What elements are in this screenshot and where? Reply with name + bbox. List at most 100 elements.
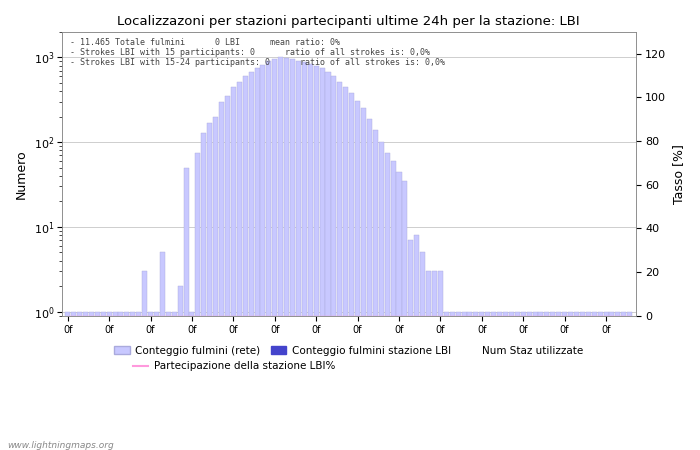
Bar (384, 153, 390, 450)
Y-axis label: Tasso [%]: Tasso [%] (672, 144, 685, 204)
Bar (533, 312, 538, 450)
Bar (83, 312, 88, 450)
Bar (213, 117, 218, 450)
Bar (480, 312, 484, 450)
Bar (444, 312, 449, 450)
Bar (89, 312, 94, 450)
Bar (71, 312, 76, 450)
Bar (598, 312, 603, 450)
Text: - 11.465 Totale fulmini      0 LBI      mean ratio: 0%
- Strokes LBI with 15 par: - 11.465 Totale fulmini 0 LBI mean ratio… (71, 38, 445, 68)
Bar (154, 312, 159, 450)
Bar (396, 171, 402, 450)
Bar (125, 312, 130, 450)
Bar (320, 68, 325, 450)
Bar (545, 312, 550, 450)
Bar (580, 312, 585, 450)
Bar (367, 118, 372, 450)
Bar (514, 312, 520, 450)
Bar (337, 81, 342, 450)
Bar (615, 312, 620, 450)
Bar (136, 312, 141, 450)
Bar (361, 108, 366, 450)
Bar (326, 72, 330, 450)
Bar (627, 312, 632, 450)
Bar (343, 87, 349, 450)
Bar (290, 59, 295, 450)
Bar (302, 62, 307, 450)
Bar (160, 252, 165, 450)
Bar (278, 58, 284, 450)
Bar (101, 312, 106, 450)
Bar (556, 312, 561, 450)
Bar (148, 312, 153, 450)
Bar (260, 65, 265, 450)
Bar (106, 312, 112, 450)
Bar (526, 312, 531, 450)
Legend: Partecipazione della stazione LBI%: Partecipazione della stazione LBI% (129, 357, 340, 376)
Bar (266, 61, 272, 450)
Bar (550, 312, 555, 450)
Bar (468, 312, 472, 450)
Bar (225, 96, 230, 450)
Bar (166, 312, 171, 450)
Bar (408, 240, 413, 450)
Bar (195, 153, 200, 450)
Bar (190, 312, 195, 450)
Bar (586, 312, 591, 450)
Bar (432, 271, 437, 450)
Bar (438, 271, 443, 450)
Bar (355, 100, 360, 450)
Bar (331, 76, 337, 450)
Bar (538, 312, 543, 450)
Bar (420, 252, 425, 450)
Bar (521, 312, 526, 450)
Y-axis label: Numero: Numero (15, 149, 28, 198)
Bar (237, 81, 242, 450)
Bar (94, 312, 100, 450)
Bar (603, 312, 608, 450)
Bar (314, 66, 318, 450)
Bar (248, 72, 253, 450)
Bar (402, 181, 407, 450)
Bar (426, 271, 431, 450)
Bar (308, 64, 313, 450)
Bar (243, 76, 248, 450)
Bar (255, 68, 260, 450)
Bar (183, 168, 188, 450)
Bar (574, 312, 579, 450)
Bar (568, 312, 573, 450)
Bar (284, 58, 289, 450)
Bar (296, 60, 301, 450)
Bar (202, 132, 206, 450)
Bar (491, 312, 496, 450)
Bar (610, 312, 615, 450)
Bar (178, 286, 183, 450)
Bar (118, 312, 123, 450)
Bar (379, 142, 384, 450)
Bar (142, 271, 147, 450)
Bar (449, 312, 455, 450)
Bar (65, 312, 70, 450)
Bar (219, 102, 224, 450)
Title: Localizzazoni per stazioni partecipanti ultime 24h per la stazione: LBI: Localizzazoni per stazioni partecipanti … (118, 15, 580, 28)
Bar (592, 312, 596, 450)
Bar (172, 312, 176, 450)
Bar (231, 87, 236, 450)
Bar (485, 312, 490, 450)
Text: www.lightningmaps.org: www.lightningmaps.org (7, 441, 113, 450)
Bar (473, 312, 478, 450)
Bar (373, 130, 378, 450)
Bar (622, 312, 626, 450)
Bar (391, 161, 395, 450)
Bar (562, 312, 567, 450)
Bar (456, 312, 461, 450)
Bar (130, 312, 135, 450)
Bar (349, 93, 354, 450)
Bar (461, 312, 467, 450)
Bar (113, 312, 118, 450)
Bar (509, 312, 514, 450)
Bar (272, 59, 277, 450)
Bar (497, 312, 502, 450)
Bar (414, 235, 419, 450)
Bar (503, 312, 508, 450)
